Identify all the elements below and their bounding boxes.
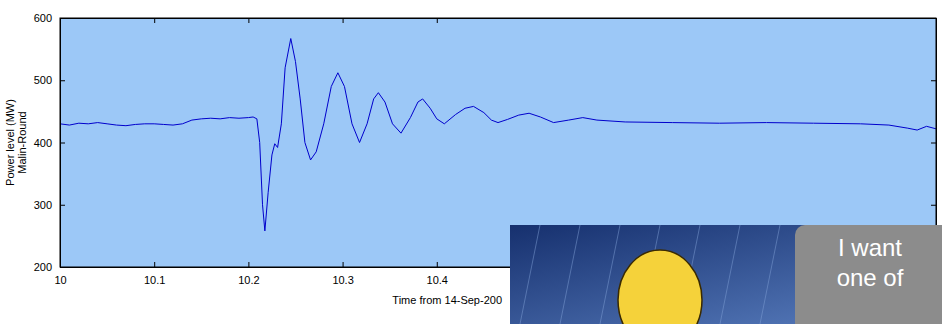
overlay-grid: [520, 225, 540, 324]
tick: [437, 18, 438, 23]
tick-mark: [931, 18, 936, 19]
chart-svg: 10 10.1 10.2 10.3 10.4 200 300 400 500 600 Power l…: [0, 0, 942, 324]
tick: [248, 18, 249, 23]
tick-label: 600: [34, 12, 52, 24]
tick-label: 300: [34, 199, 52, 211]
axis-line: [61, 19, 937, 24]
y-axis-title: Power level (MW): [4, 99, 16, 186]
x-axis-top: [61, 18, 937, 23]
tick-mark: [60, 80, 65, 81]
tick-mark: [60, 205, 65, 206]
tick: [931, 18, 936, 19]
tick: 600: [34, 12, 65, 24]
tick-mark: [931, 80, 936, 81]
tick-mark: [60, 143, 65, 144]
tick-mark: [248, 18, 249, 23]
overlay-grid: [560, 225, 580, 324]
overlay-grid: [600, 225, 620, 324]
overlay-picture: I want one of: [510, 225, 942, 324]
tick-label: 400: [34, 137, 52, 149]
tick: [931, 143, 936, 144]
tick-label: 500: [34, 74, 52, 86]
tick: [154, 18, 155, 23]
tick: 200: [34, 261, 65, 273]
tick: 300: [34, 199, 65, 211]
tick-label: 10.4: [427, 274, 448, 286]
caption-box: [795, 225, 942, 324]
caption-text: I want: [838, 234, 902, 261]
tick: 500: [34, 74, 65, 86]
tick-mark: [931, 205, 936, 206]
tick: 10.1: [144, 262, 165, 286]
tick-mark: [248, 262, 249, 267]
tick-label: 10: [54, 274, 66, 286]
tick: [931, 205, 936, 206]
tick-mark: [154, 18, 155, 23]
caption-text: one of: [837, 264, 904, 291]
y-axis: 200 300 400 500 600: [34, 12, 65, 273]
x-axis-title: Time from 14-Sep-200: [392, 294, 502, 306]
tick: 10.2: [238, 262, 259, 286]
tick-mark: [60, 267, 65, 268]
tick: 400: [34, 137, 65, 149]
overlay-figure: [618, 250, 702, 324]
tick-mark: [437, 18, 438, 23]
tick-mark: [154, 262, 155, 267]
tick-mark: [343, 18, 344, 23]
tick-mark: [931, 143, 936, 144]
overlay-grid: [760, 225, 780, 324]
tick: 10.3: [332, 262, 353, 286]
plot-data: [60, 39, 936, 231]
tick-label: 10.1: [144, 274, 165, 286]
tick-label: 10.3: [332, 274, 353, 286]
tick-mark: [60, 18, 65, 19]
tick-mark: [343, 262, 344, 267]
tick-label: 10.2: [238, 274, 259, 286]
data-line: [60, 39, 936, 231]
y-axis-title: Malin-Round: [16, 111, 28, 173]
axis-line: [61, 19, 66, 268]
tick: [343, 18, 344, 23]
tick-mark: [437, 262, 438, 267]
tick: [931, 80, 936, 81]
tick: 10.4: [427, 262, 448, 286]
overlay-grid: [720, 225, 740, 324]
tick-label: 200: [34, 261, 52, 273]
